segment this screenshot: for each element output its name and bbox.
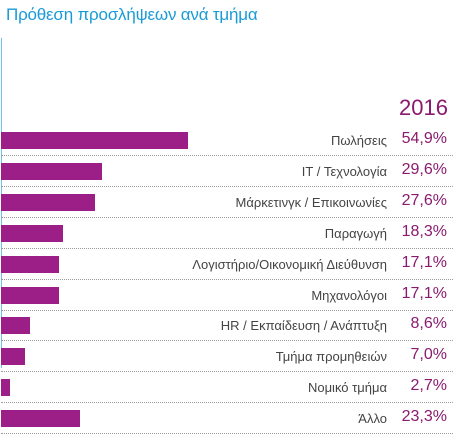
- category-label: Μηχανολόγοι: [311, 287, 387, 303]
- bar-row: Παραγωγή 18,3%: [1, 221, 453, 249]
- value-label: 17,1%: [401, 253, 447, 271]
- category-label: Παραγωγή: [324, 225, 387, 241]
- bar: [1, 348, 25, 366]
- value-label: 23,3%: [401, 408, 447, 426]
- bar-row: Άλλο 23,3%: [1, 406, 453, 434]
- value-label: 7,0%: [410, 346, 447, 364]
- value-label: 27,6%: [401, 191, 447, 209]
- value-label: 18,3%: [401, 222, 447, 240]
- value-label: 8,6%: [410, 315, 447, 333]
- bar: [1, 286, 60, 304]
- bar: [1, 162, 102, 180]
- category-label: Νομικό τμήμα: [307, 380, 387, 396]
- bar: [1, 317, 31, 335]
- bar-row: Πωλήσεις 54,9%: [1, 128, 453, 156]
- value-label: 54,9%: [401, 130, 447, 147]
- bar: [1, 410, 81, 428]
- category-label: Πωλήσεις: [331, 133, 387, 148]
- bar: [1, 379, 11, 397]
- bar-row: IT / Τεχνολογία 29,6%: [1, 159, 453, 187]
- bar: [1, 132, 188, 149]
- bar: [1, 193, 95, 211]
- category-label: Άλλο: [358, 411, 387, 427]
- bar-row: HR / Εκπαίδευση / Ανάπτυξη 8,6%: [1, 313, 453, 342]
- bar: [1, 224, 64, 242]
- bar-row: Μάρκετινγκ / Επικοινωνίες 27,6%: [1, 190, 453, 218]
- category-label: Λογιστήριο/Οικονομική Διεύθυνση: [192, 256, 387, 272]
- bar-row: Μηχανολόγοι 17,1%: [1, 283, 453, 311]
- bar-row: Τμήμα προμηθειών 7,0%: [1, 344, 453, 373]
- value-label: 29,6%: [401, 160, 447, 178]
- series-year-label: 2016: [399, 95, 448, 120]
- bar-row: Λογιστήριο/Οικονομική Διεύθυνση 17,1%: [1, 252, 453, 280]
- bar-row: Νομικό τμήμα 2,7%: [1, 375, 453, 404]
- value-label: 2,7%: [410, 377, 447, 395]
- bar: [1, 255, 60, 273]
- category-label: Μάρκετινγκ / Επικοινωνίες: [235, 194, 387, 210]
- value-label: 17,1%: [401, 284, 447, 302]
- category-label: IT / Τεχνολογία: [301, 163, 387, 179]
- chart-title: Πρόθεση προσλήψεων ανά τμήμα: [6, 5, 258, 24]
- category-label: Τμήμα προμηθειών: [275, 349, 387, 365]
- category-label: HR / Εκπαίδευση / Ανάπτυξη: [220, 318, 387, 334]
